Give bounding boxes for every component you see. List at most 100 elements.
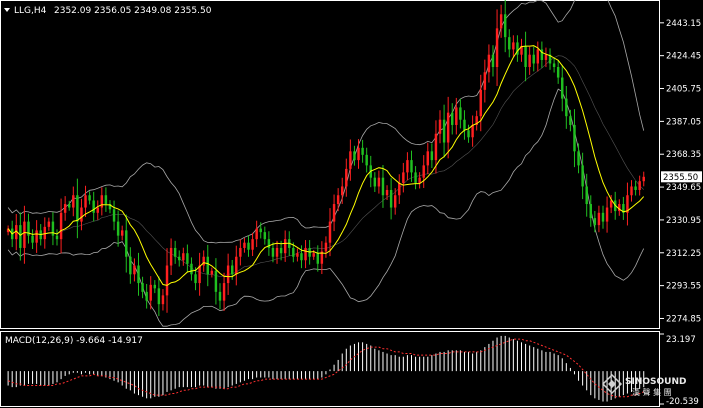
- candle: [487, 44, 491, 83]
- candle: [247, 235, 250, 257]
- candle-body: [178, 256, 181, 261]
- candle: [47, 217, 51, 231]
- candle: [63, 196, 67, 221]
- candle: [508, 29, 511, 58]
- candle: [446, 96, 450, 159]
- candle-body: [112, 209, 116, 222]
- candle-body: [520, 45, 523, 55]
- candle-body: [438, 119, 442, 134]
- candle: [630, 180, 633, 202]
- candle: [389, 178, 393, 220]
- candle: [589, 195, 592, 227]
- candle: [92, 191, 95, 222]
- candle: [178, 250, 181, 267]
- candle: [80, 198, 83, 231]
- candle-body: [206, 256, 209, 275]
- candle: [222, 272, 226, 311]
- candle: [642, 171, 645, 187]
- candle: [544, 47, 548, 68]
- candle: [418, 172, 421, 189]
- candle: [149, 276, 152, 310]
- candle-body: [487, 54, 491, 73]
- candle-body: [157, 288, 161, 305]
- candle-body: [263, 232, 267, 240]
- candle: [540, 41, 544, 68]
- candle: [585, 173, 588, 217]
- candle: [503, 0, 507, 53]
- candle: [471, 115, 474, 147]
- candle-body: [6, 228, 10, 233]
- candle-body: [548, 54, 552, 64]
- candle: [552, 57, 556, 73]
- price-tick-label: 2443.15: [666, 19, 701, 29]
- candle-body: [47, 221, 51, 227]
- macd-panel-frame: [0, 331, 660, 407]
- candle-body: [503, 14, 507, 38]
- candle: [520, 38, 523, 62]
- candle: [214, 258, 218, 305]
- candle: [169, 238, 173, 275]
- candle: [35, 220, 38, 253]
- candlestick-series[interactable]: [6, 0, 645, 317]
- candle: [532, 46, 535, 72]
- candle-body: [51, 221, 55, 236]
- candle: [491, 45, 495, 77]
- candle: [275, 240, 279, 264]
- candle-body: [357, 147, 360, 161]
- price-tick-label: 2405.75: [666, 85, 701, 95]
- candle-body: [451, 112, 454, 125]
- candle: [581, 152, 584, 200]
- candle-body: [328, 221, 332, 243]
- candle: [198, 252, 201, 296]
- candle-body: [96, 207, 99, 213]
- candle-body: [552, 63, 556, 67]
- candle: [361, 139, 364, 163]
- price-tick-label: 2368.35: [666, 150, 701, 160]
- candle: [463, 110, 466, 140]
- candle: [426, 142, 430, 175]
- candle: [202, 250, 205, 272]
- candle-body: [68, 204, 71, 208]
- dropdown-triangle-icon[interactable]: [4, 8, 10, 12]
- candle-body: [198, 265, 201, 284]
- candle: [239, 239, 242, 266]
- candle-body: [385, 189, 389, 196]
- candle: [336, 188, 340, 212]
- candle-body: [414, 172, 417, 183]
- candle: [296, 248, 299, 262]
- candle-body: [626, 195, 629, 213]
- candle: [499, 4, 503, 38]
- candle: [398, 174, 401, 204]
- candle: [23, 205, 26, 264]
- macd-signal-line: [7, 338, 644, 398]
- candle-body: [304, 247, 307, 261]
- macd-label: MACD(12,26,9) -9.664 -14.917: [5, 336, 143, 346]
- candle-body: [292, 247, 295, 257]
- candle: [516, 35, 519, 62]
- candle-body: [15, 225, 18, 240]
- candle-body: [59, 212, 63, 240]
- candle-body: [104, 195, 108, 205]
- candle: [332, 194, 336, 232]
- candle: [381, 165, 385, 208]
- candle-body: [275, 247, 279, 257]
- candle-body: [120, 230, 124, 236]
- candle: [479, 74, 482, 132]
- candle-body: [300, 253, 303, 261]
- candle-body: [222, 283, 226, 301]
- candle: [129, 247, 132, 284]
- candle: [304, 240, 307, 269]
- candle: [483, 59, 487, 103]
- price-axis[interactable]: 2443.15 2424.45 2405.75 2387.05 2368.35 2349.…: [660, 19, 701, 325]
- candle-body: [398, 182, 401, 196]
- candle: [442, 104, 446, 158]
- candle-body: [353, 151, 356, 161]
- candle: [153, 280, 157, 294]
- candle: [626, 182, 629, 226]
- candle: [561, 64, 564, 112]
- candle: [55, 229, 59, 246]
- candle-body: [410, 160, 413, 173]
- candle-body: [255, 228, 258, 240]
- candle-body: [508, 37, 511, 50]
